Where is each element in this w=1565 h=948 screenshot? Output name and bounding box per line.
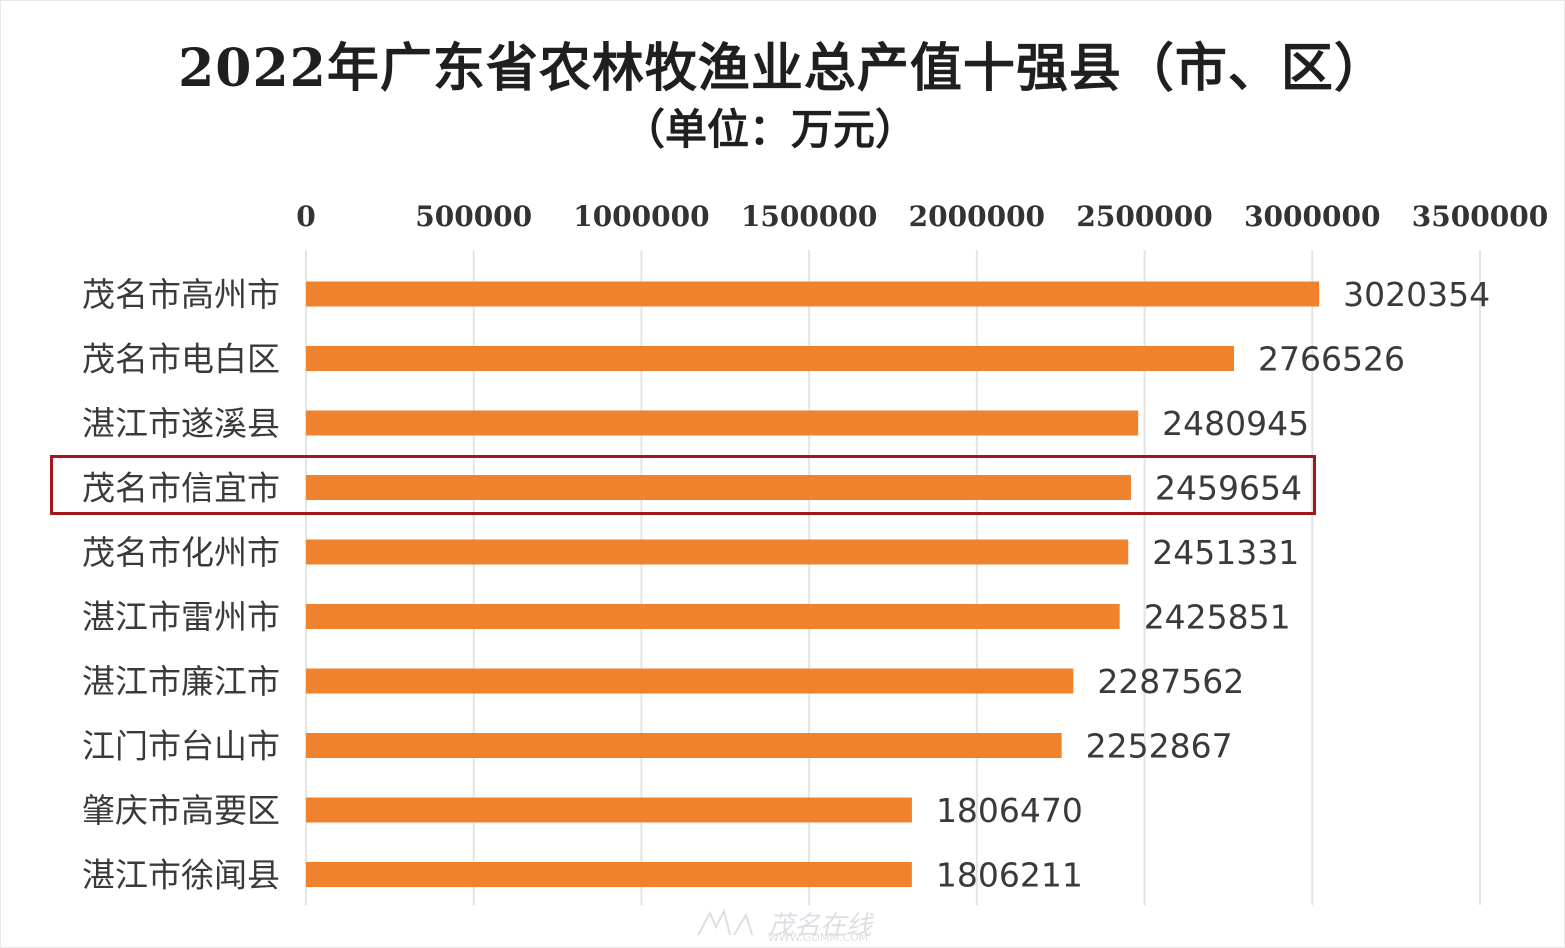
category-labels: 茂名市高州市茂名市电白区湛江市遂溪县茂名市信宜市茂名市化州市湛江市雷州市湛江市廉…	[82, 275, 280, 895]
value-label: 2425851	[1144, 598, 1291, 637]
x-tick-label: 2500000	[1076, 200, 1212, 233]
category-label: 湛江市廉江市	[82, 662, 280, 701]
category-label: 江门市台山市	[82, 727, 280, 766]
x-tick-label: 2000000	[909, 200, 1045, 233]
x-tick-label: 3000000	[1244, 200, 1380, 233]
bar	[306, 410, 1139, 436]
category-label: 茂名市电白区	[82, 340, 280, 379]
bar	[306, 604, 1120, 629]
x-tick-label: 1000000	[573, 200, 709, 233]
value-label: 2459654	[1155, 469, 1302, 508]
bar	[306, 668, 1074, 694]
bar	[306, 733, 1062, 758]
x-axis-ticks: 0 500000 1000000 1500000 2000000 2500000 30000…	[296, 200, 1548, 233]
chart-title: 2022年广东省农林牧渔业总产值十强县（市、区）	[178, 38, 1387, 99]
value-label: 2252867	[1086, 727, 1233, 766]
bars	[306, 281, 1320, 887]
highlight-box	[50, 455, 1316, 515]
category-label: 茂名市高州市	[82, 275, 280, 314]
value-label: 1806211	[936, 856, 1083, 895]
value-label: 2480945	[1162, 404, 1309, 443]
value-labels: 3020354 2766526 2480945 2459654 2451331 24258…	[936, 275, 1490, 895]
x-tick-label: 500000	[415, 200, 532, 233]
category-label: 湛江市徐闻县	[82, 856, 280, 895]
bar	[306, 475, 1132, 500]
x-tick-label: 3500000	[1412, 200, 1548, 233]
x-tick-label: 0	[296, 200, 315, 233]
category-label: 茂名市信宜市	[82, 469, 280, 508]
watermark-url: WWW.GDMM.COM	[768, 931, 869, 944]
watermark: 茂名在线 WWW.GDMM.COM	[690, 905, 890, 945]
value-label: 2451331	[1152, 533, 1299, 572]
category-label: 肇庆市高要区	[82, 791, 280, 830]
chart-subtitle: （单位：万元）	[622, 105, 917, 154]
watermark-logo-icon	[697, 908, 753, 936]
value-label: 2287562	[1097, 662, 1244, 701]
bar	[306, 539, 1129, 565]
x-tick-label: 1500000	[741, 200, 877, 233]
value-label: 3020354	[1343, 275, 1490, 314]
bar	[306, 281, 1320, 307]
value-label: 2766526	[1258, 340, 1405, 379]
value-label: 1806470	[936, 791, 1083, 830]
bar	[306, 346, 1234, 371]
watermark-text: 茂名在线	[768, 911, 873, 941]
category-label: 茂名市化州市	[82, 533, 280, 572]
category-label: 湛江市雷州市	[82, 598, 280, 637]
category-label: 湛江市遂溪县	[82, 404, 280, 443]
bar	[306, 862, 912, 887]
bar	[306, 797, 912, 823]
